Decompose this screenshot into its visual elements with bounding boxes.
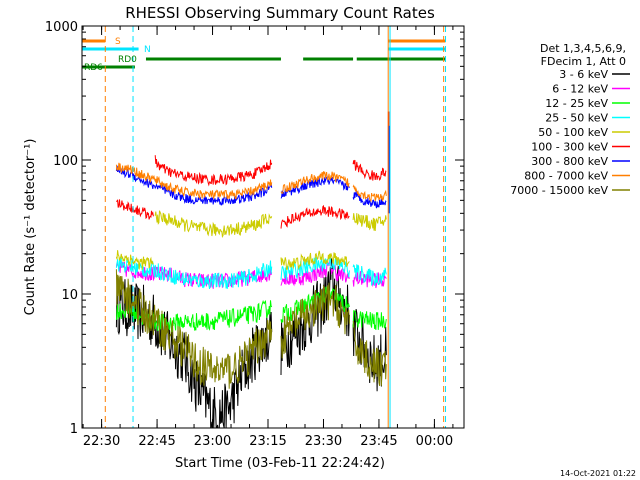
series-5-segment-1 bbox=[154, 155, 273, 187]
legend-header-1: FDecim 1, Att 0 bbox=[541, 55, 626, 68]
y-tick-label-2: 100 bbox=[53, 154, 78, 169]
timestamp: 14-Oct-2021 01:22 bbox=[560, 469, 636, 478]
series-4-segment-2 bbox=[280, 250, 350, 271]
legend: Det 1,3,4,5,6,9,FDecim 1, Att 03 - 6 keV… bbox=[510, 42, 630, 197]
series-8-segment-1 bbox=[280, 282, 350, 359]
series-7-segment-1 bbox=[280, 171, 350, 194]
series-6-segment-0 bbox=[115, 165, 273, 206]
legend-entry-7: 800 - 7000 keV bbox=[524, 170, 608, 183]
series-2-segment-0 bbox=[115, 299, 273, 332]
legend-entry-0: 3 - 6 keV bbox=[559, 68, 608, 81]
flag-label-night: N bbox=[144, 45, 151, 55]
x-axis-label: Start Time (03-Feb-11 22:24:42) bbox=[175, 456, 385, 471]
series-6-segment-2 bbox=[352, 191, 387, 209]
legend-entry-1: 6 - 12 keV bbox=[552, 83, 608, 96]
legend-header-0: Det 1,3,4,5,6,9, bbox=[540, 42, 626, 55]
plot-frame bbox=[81, 25, 465, 429]
x-tick-label-6: 00:00 bbox=[416, 434, 453, 449]
x-tick-label-2: 23:00 bbox=[194, 434, 231, 449]
series-8 bbox=[115, 269, 387, 389]
y-tick-label-1: 10 bbox=[61, 288, 78, 303]
y-axis: 1 10 100 1000 bbox=[45, 20, 464, 437]
series-5 bbox=[116, 155, 387, 229]
flag-overlays: S N RD0 RD6 bbox=[81, 26, 447, 428]
series-1-segment-1 bbox=[280, 259, 350, 287]
series-7 bbox=[115, 162, 387, 203]
flag-label-saa: S bbox=[115, 37, 121, 47]
series-8-segment-0 bbox=[115, 269, 273, 389]
series-5-segment-0 bbox=[116, 199, 154, 220]
x-tick-label-1: 22:45 bbox=[138, 434, 175, 449]
legend-entry-5: 100 - 300 keV bbox=[531, 141, 608, 154]
series-8-segment-2 bbox=[352, 320, 387, 386]
series-4 bbox=[115, 210, 387, 271]
data-traces bbox=[115, 111, 391, 429]
series-5-segment-2 bbox=[280, 204, 350, 229]
series-7-segment-0 bbox=[115, 162, 273, 200]
legend-entry-3: 25 - 50 keV bbox=[545, 112, 608, 125]
series-4-segment-3 bbox=[352, 213, 387, 232]
legend-entry-6: 300 - 800 keV bbox=[531, 155, 608, 168]
series-3 bbox=[115, 255, 387, 290]
legend-entry-4: 50 - 100 keV bbox=[538, 126, 608, 139]
flag-label-decim: RD0 bbox=[118, 55, 137, 65]
series-6-segment-1 bbox=[280, 175, 350, 199]
x-axis: 22:30 22:45 23:00 23:15 23:30 23:45 00:00 bbox=[82, 26, 454, 449]
series-3-segment-0 bbox=[115, 256, 273, 290]
series-0-segment-0 bbox=[115, 277, 273, 429]
y-tick-label-0: 1 bbox=[70, 422, 78, 437]
series-5-segment-3 bbox=[352, 159, 387, 181]
y-tick-label-3: 1000 bbox=[45, 20, 78, 35]
series-6 bbox=[115, 165, 387, 209]
x-tick-label-0: 22:30 bbox=[83, 434, 120, 449]
series-0-segment-1 bbox=[280, 258, 350, 376]
legend-entry-8: 7000 - 15000 keV bbox=[510, 184, 608, 197]
series-7-segment-2 bbox=[352, 184, 387, 203]
series-4-segment-0 bbox=[115, 250, 154, 270]
x-tick-label-4: 23:30 bbox=[305, 434, 342, 449]
x-tick-label-5: 23:45 bbox=[360, 434, 397, 449]
series-0 bbox=[115, 258, 387, 429]
series-3-segment-2 bbox=[352, 264, 387, 287]
chart-title: RHESSI Observing Summary Count Rates bbox=[125, 4, 435, 22]
y-axis-label: Count Rate (s⁻¹ detector⁻¹) bbox=[23, 139, 38, 316]
legend-entry-2: 12 - 25 keV bbox=[545, 97, 608, 110]
series-4-segment-1 bbox=[154, 210, 273, 239]
x-tick-label-3: 23:15 bbox=[249, 434, 286, 449]
series-3-segment-1 bbox=[280, 255, 350, 281]
series-2-segment-2 bbox=[352, 310, 387, 330]
flag-label-rd6: RD6 bbox=[84, 63, 103, 73]
